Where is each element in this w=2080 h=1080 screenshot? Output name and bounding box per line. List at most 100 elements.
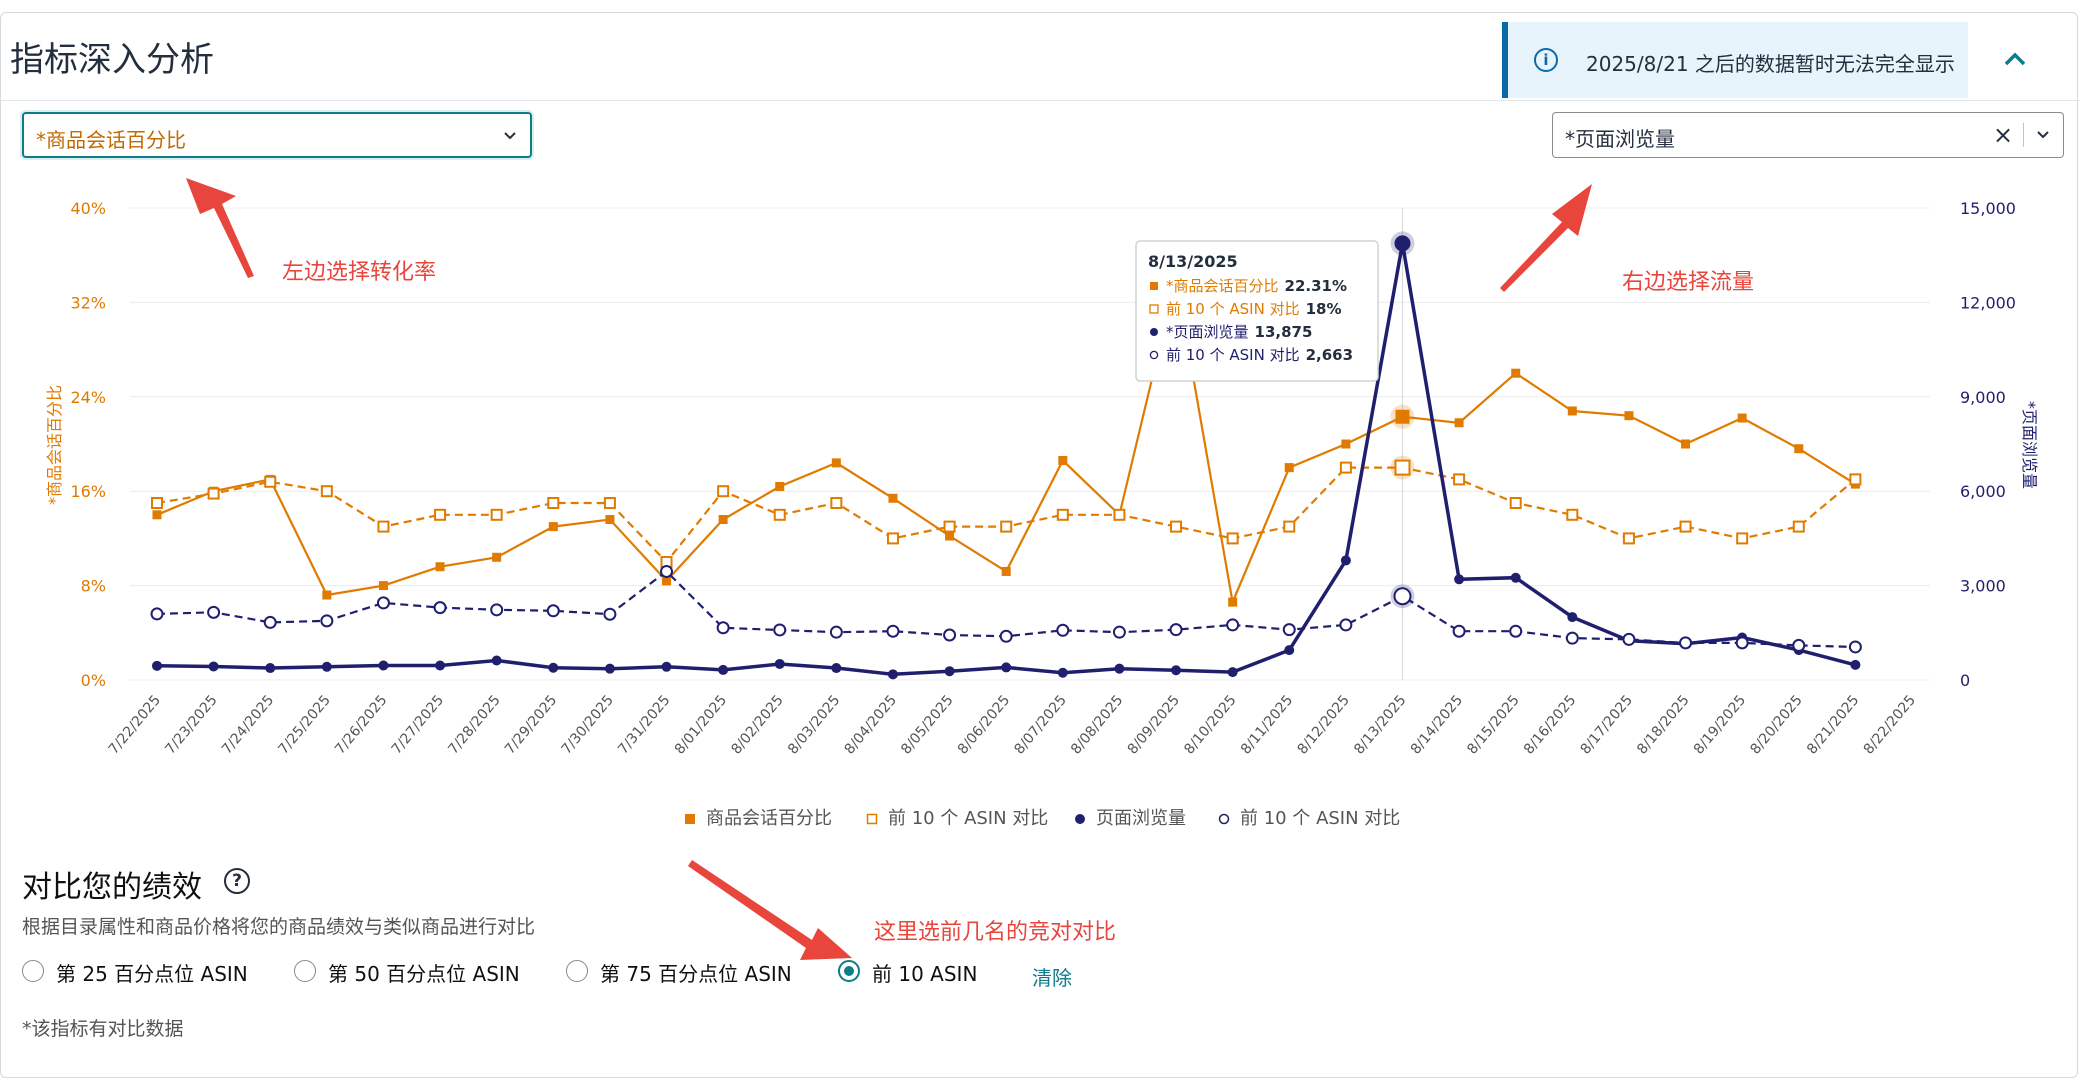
radio-circle-checked[interactable] xyxy=(838,960,860,982)
data-point[interactable] xyxy=(1226,618,1240,632)
radio-circle[interactable] xyxy=(22,960,44,982)
data-point[interactable] xyxy=(1567,612,1578,623)
data-point[interactable] xyxy=(1000,520,1013,533)
data-point[interactable] xyxy=(660,564,674,578)
clear-selection-icon[interactable]: × xyxy=(1993,121,2014,149)
data-point[interactable] xyxy=(717,485,730,498)
data-point[interactable] xyxy=(887,669,898,680)
data-point[interactable] xyxy=(152,660,162,671)
data-point[interactable] xyxy=(1114,663,1125,674)
data-point[interactable] xyxy=(774,658,785,669)
data-point[interactable] xyxy=(546,604,560,618)
data-point[interactable] xyxy=(830,497,843,509)
data-point[interactable] xyxy=(377,520,390,533)
clear-compare-link[interactable]: 清除 xyxy=(1032,966,1072,990)
data-point[interactable] xyxy=(1848,640,1862,654)
data-point[interactable] xyxy=(773,623,787,637)
data-point[interactable] xyxy=(1056,508,1069,521)
data-point[interactable] xyxy=(1339,618,1353,632)
data-point[interactable] xyxy=(433,601,447,615)
data-point[interactable] xyxy=(1681,439,1691,449)
data-point[interactable] xyxy=(1169,623,1183,637)
data-point[interactable] xyxy=(1454,574,1465,585)
data-point[interactable] xyxy=(1509,497,1522,509)
data-point[interactable] xyxy=(378,660,389,671)
data-point[interactable] xyxy=(1622,532,1635,545)
legend-item[interactable]: 前 10 个 ASIN 对比 xyxy=(866,804,1048,830)
data-point[interactable] xyxy=(1794,444,1804,454)
data-point[interactable] xyxy=(1394,235,1411,252)
data-point[interactable] xyxy=(829,625,843,639)
data-point[interactable] xyxy=(1057,667,1068,678)
right-metric-select[interactable]: *页面浏览量 × xyxy=(1552,112,2064,158)
data-point[interactable] xyxy=(1056,623,1070,637)
data-point[interactable] xyxy=(1679,520,1692,533)
data-point[interactable] xyxy=(322,590,332,600)
data-point[interactable] xyxy=(492,552,502,562)
data-point[interactable] xyxy=(1510,572,1521,583)
data-point[interactable] xyxy=(886,532,899,545)
data-point[interactable] xyxy=(1340,555,1351,566)
data-point[interactable] xyxy=(999,629,1013,643)
data-point[interactable] xyxy=(943,520,956,533)
data-point[interactable] xyxy=(152,510,162,520)
data-point[interactable] xyxy=(1284,463,1294,473)
data-point[interactable] xyxy=(1566,508,1579,521)
data-point[interactable] xyxy=(1113,508,1126,521)
data-point[interactable] xyxy=(716,621,730,635)
data-point[interactable] xyxy=(605,515,615,525)
data-point[interactable] xyxy=(1226,532,1239,545)
data-point[interactable] xyxy=(1792,638,1806,652)
radio-circle[interactable] xyxy=(566,960,588,982)
data-point[interactable] xyxy=(1850,659,1861,670)
data-point[interactable] xyxy=(491,655,502,666)
data-point[interactable] xyxy=(1679,636,1693,650)
data-point[interactable] xyxy=(208,661,219,672)
data-point[interactable] xyxy=(1565,631,1579,645)
data-point[interactable] xyxy=(263,615,277,629)
legend-item[interactable]: 商品会话百分比 xyxy=(684,804,832,830)
data-point[interactable] xyxy=(775,481,785,491)
data-point[interactable] xyxy=(1341,439,1351,449)
help-icon[interactable]: ? xyxy=(224,868,250,894)
data-point[interactable] xyxy=(1283,520,1296,533)
data-point[interactable] xyxy=(1284,645,1295,656)
data-point[interactable] xyxy=(661,661,672,672)
data-point[interactable] xyxy=(1171,665,1182,676)
data-point[interactable] xyxy=(1624,411,1634,421)
data-point[interactable] xyxy=(888,493,898,503)
data-point[interactable] xyxy=(1454,418,1464,428)
data-point[interactable] xyxy=(603,497,616,509)
chevron-up-icon[interactable] xyxy=(2002,46,2028,72)
data-point[interactable] xyxy=(434,508,447,521)
legend-item[interactable]: 前 10 个 ASIN 对比 xyxy=(1218,804,1400,830)
data-point[interactable] xyxy=(320,485,333,498)
data-point[interactable] xyxy=(1452,624,1466,638)
data-point[interactable] xyxy=(603,607,617,621)
data-point[interactable] xyxy=(490,603,504,617)
data-point[interactable] xyxy=(1394,459,1411,476)
data-point[interactable] xyxy=(718,664,729,675)
data-point[interactable] xyxy=(548,522,558,532)
data-point[interactable] xyxy=(1622,632,1636,646)
data-point[interactable] xyxy=(320,614,334,628)
data-point[interactable] xyxy=(718,515,728,525)
data-point[interactable] xyxy=(151,497,163,509)
data-point[interactable] xyxy=(1735,636,1749,650)
data-point[interactable] xyxy=(321,661,332,672)
data-point[interactable] xyxy=(547,497,560,509)
radio-circle[interactable] xyxy=(294,960,316,982)
data-point[interactable] xyxy=(150,607,164,621)
data-point[interactable] xyxy=(1395,409,1410,424)
data-point[interactable] xyxy=(831,458,841,468)
data-point[interactable] xyxy=(1282,623,1296,637)
data-point[interactable] xyxy=(265,663,276,674)
chevron-down-icon[interactable] xyxy=(2035,127,2051,143)
data-point[interactable] xyxy=(1511,368,1521,378)
data-point[interactable] xyxy=(1339,461,1352,474)
data-point[interactable] xyxy=(1393,587,1412,606)
data-point[interactable] xyxy=(435,562,445,572)
data-point[interactable] xyxy=(831,663,842,674)
data-point[interactable] xyxy=(1112,625,1126,639)
legend-item[interactable]: 页面浏览量 xyxy=(1074,804,1186,830)
